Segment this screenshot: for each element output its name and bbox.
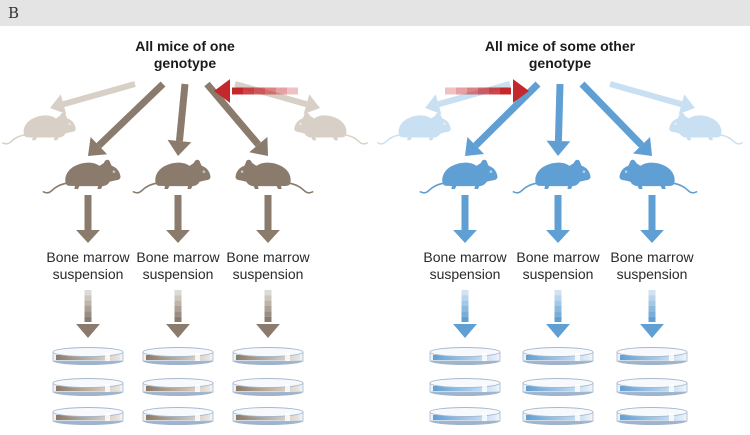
group2-faded-arrow-right bbox=[609, 81, 696, 115]
group1-dish-2-3 bbox=[142, 407, 214, 425]
group2-dish-1-2 bbox=[429, 378, 501, 396]
group2-dish-2-3 bbox=[522, 407, 594, 425]
group2-label-2-line-2: suspension bbox=[523, 266, 594, 282]
group2-arrow-to-mouse-2 bbox=[546, 83, 571, 157]
group1-mouse-3 bbox=[235, 159, 314, 194]
group2-dish-1-1 bbox=[429, 347, 501, 365]
group2-label-3-line-2: suspension bbox=[617, 266, 688, 282]
group-two: All mice of some other genotype Bone mar… bbox=[377, 38, 743, 425]
group1-dish-3-2 bbox=[232, 378, 304, 396]
group1-dish-2-1 bbox=[142, 347, 214, 365]
group1-label-2-line-2: suspension bbox=[143, 266, 214, 282]
group1-dish-3-1 bbox=[232, 347, 304, 365]
group-one: All mice of one genotype Bone marrowsusp… bbox=[2, 38, 368, 425]
group1-dish-1-1 bbox=[52, 347, 124, 365]
group1-arrow-to-label-3 bbox=[256, 195, 280, 243]
group1-mouse-1 bbox=[42, 159, 121, 194]
group1-label-2-line-1: Bone marrow bbox=[136, 249, 220, 265]
group2-dish-3-2 bbox=[616, 378, 688, 396]
group2-faded-arrow-left bbox=[424, 81, 511, 115]
group-two-title-line-2: genotype bbox=[529, 55, 591, 71]
group2-dish-3-1 bbox=[616, 347, 688, 365]
group1-arrow-to-dishes-1 bbox=[76, 290, 100, 338]
group1-arrow-to-label-2 bbox=[166, 195, 190, 243]
group1-label-1-line-1: Bone marrow bbox=[46, 249, 130, 265]
group2-label-3-line-1: Bone marrow bbox=[610, 249, 694, 265]
group1-arrow-to-label-1 bbox=[76, 195, 100, 243]
group1-faded-mouse-right bbox=[294, 112, 368, 145]
group2-faded-mouse-left bbox=[377, 112, 451, 145]
red-arrow-into-group-two bbox=[445, 79, 529, 103]
group1-dish-2-2 bbox=[142, 378, 214, 396]
group1-arrow-to-mouse-2 bbox=[167, 83, 192, 157]
header-band bbox=[0, 0, 750, 26]
group1-arrow-to-mouse-1 bbox=[88, 81, 166, 156]
group2-arrow-to-label-2 bbox=[546, 195, 570, 243]
group2-arrow-to-dishes-3 bbox=[640, 290, 664, 338]
group2-arrow-to-mouse-3 bbox=[579, 81, 652, 156]
group2-label-1-line-2: suspension bbox=[430, 266, 501, 282]
group1-faded-mouse-left bbox=[2, 112, 76, 145]
group2-arrow-to-label-1 bbox=[453, 195, 477, 243]
group2-dish-2-1 bbox=[522, 347, 594, 365]
group1-dish-1-2 bbox=[52, 378, 124, 396]
group1-arrow-to-dishes-2 bbox=[166, 290, 190, 338]
group1-label-1-line-2: suspension bbox=[53, 266, 124, 282]
group1-label-3-line-1: Bone marrow bbox=[226, 249, 310, 265]
group2-mouse-1 bbox=[419, 159, 498, 194]
group-one-title-line-1: All mice of one bbox=[135, 38, 235, 54]
group1-faded-arrow-right bbox=[234, 81, 321, 115]
red-arrow-into-group-one bbox=[214, 79, 298, 103]
group2-faded-mouse-right bbox=[669, 112, 743, 145]
panel-label: B bbox=[8, 4, 20, 22]
group2-dish-3-3 bbox=[616, 407, 688, 425]
group-two-title-line-1: All mice of some other bbox=[485, 38, 636, 54]
group2-dish-2-2 bbox=[522, 378, 594, 396]
group1-faded-arrow-left bbox=[49, 81, 136, 115]
group1-dish-1-3 bbox=[52, 407, 124, 425]
group2-label-2-line-1: Bone marrow bbox=[516, 249, 600, 265]
group2-dish-1-3 bbox=[429, 407, 501, 425]
group1-arrow-to-mouse-3 bbox=[204, 81, 268, 156]
group-one-title-line-2: genotype bbox=[154, 55, 216, 71]
group2-arrow-to-dishes-2 bbox=[546, 290, 570, 338]
group1-dish-3-3 bbox=[232, 407, 304, 425]
group2-arrow-to-label-3 bbox=[640, 195, 664, 243]
group2-arrow-to-mouse-1 bbox=[464, 81, 541, 157]
group1-arrow-to-dishes-3 bbox=[256, 290, 280, 338]
group1-mouse-2 bbox=[132, 159, 211, 194]
group2-label-1-line-1: Bone marrow bbox=[423, 249, 507, 265]
group2-mouse-2 bbox=[512, 159, 591, 194]
group2-arrow-to-dishes-1 bbox=[453, 290, 477, 338]
group1-label-3-line-2: suspension bbox=[233, 266, 304, 282]
group2-mouse-3 bbox=[619, 159, 698, 194]
